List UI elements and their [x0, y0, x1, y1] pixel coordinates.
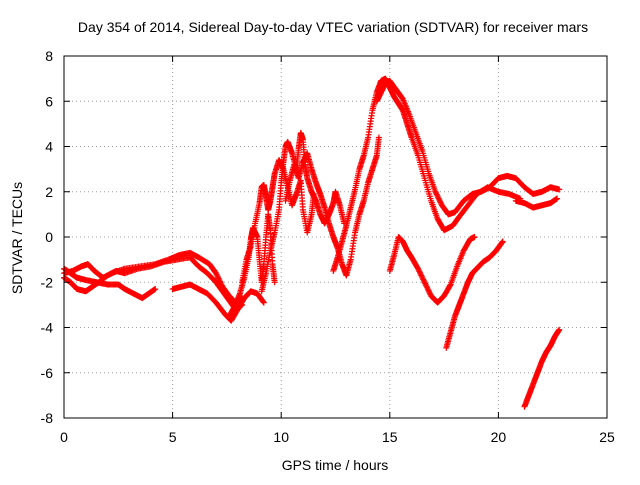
data-point [499, 238, 506, 245]
data-point [424, 286, 431, 293]
series-arc-13 [512, 195, 561, 211]
data-point [260, 298, 267, 305]
x-tick-label: 15 [382, 429, 398, 445]
data-point [556, 186, 563, 193]
data-point [434, 192, 441, 199]
data-point [426, 290, 433, 297]
data-point [418, 273, 425, 280]
data-point [423, 283, 430, 290]
data-point [425, 287, 432, 294]
data-point [213, 270, 220, 277]
series-arc-11 [386, 234, 478, 306]
data-point [415, 267, 422, 274]
series-arc-8 [282, 134, 382, 279]
series-arc-6 [239, 157, 317, 286]
data-point [420, 277, 427, 284]
y-tick-label: 0 [45, 229, 53, 245]
data-point [433, 191, 440, 198]
series-arc-4 [169, 281, 267, 324]
grid [64, 56, 607, 418]
y-tick-label: 8 [45, 48, 53, 64]
data-point [432, 188, 439, 195]
data-point [214, 272, 221, 279]
data-point [418, 272, 425, 279]
data-point [214, 274, 221, 281]
x-tick-label: 20 [491, 429, 507, 445]
x-axis-label: GPS time / hours [282, 457, 389, 473]
y-tick-label: 6 [45, 93, 53, 109]
data-point [260, 299, 267, 306]
data-point [433, 190, 440, 197]
y-tick-label: -8 [41, 410, 54, 426]
series-arc-10 [373, 77, 563, 218]
x-tick-label: 5 [169, 429, 177, 445]
series-arc-3 [61, 254, 246, 313]
data-point [416, 268, 423, 275]
y-tick-label: -4 [41, 320, 54, 336]
y-tick-label: -6 [41, 365, 54, 381]
data-point [419, 275, 426, 282]
data-point [436, 196, 443, 203]
data-point [435, 195, 442, 202]
chart-title: Day 354 of 2014, Sidereal Day-to-day VTE… [78, 19, 588, 35]
y-tick-label: -2 [41, 274, 54, 290]
data-point [436, 198, 443, 205]
x-tick-label: 25 [599, 429, 615, 445]
series-arc-12 [443, 238, 506, 351]
data-point [437, 199, 444, 206]
data-point [420, 276, 427, 283]
data-point [152, 286, 159, 293]
data-point [422, 281, 429, 288]
data-point [556, 326, 563, 333]
data-point [471, 234, 478, 240]
axes [63, 55, 608, 419]
x-tick-label: 10 [273, 429, 289, 445]
x-tick-label: 0 [60, 429, 68, 445]
y-tick-label: 2 [45, 184, 53, 200]
data-point [375, 134, 382, 141]
data-point [213, 271, 220, 278]
series-arc-14 [521, 326, 563, 410]
data-point [215, 275, 222, 282]
data-point [415, 265, 422, 272]
y-tick-label: 4 [45, 139, 53, 155]
series-arc-9 [330, 75, 524, 274]
tick-labels: 0 5 10 15 20 25 -8 -6 -4 -2 0 2 4 6 8 [41, 48, 615, 445]
data-points [61, 75, 563, 410]
data-point [417, 271, 424, 278]
data-point [446, 282, 453, 289]
data-point [421, 279, 428, 286]
data-point [271, 279, 278, 286]
data-point [435, 194, 442, 201]
data-point [499, 239, 506, 246]
y-axis-label: SDTVAR / TECUs [9, 182, 25, 294]
data-point [554, 195, 561, 202]
data-point [422, 280, 429, 287]
data-point [416, 269, 423, 276]
data-point [426, 288, 433, 295]
data-point [424, 284, 431, 291]
